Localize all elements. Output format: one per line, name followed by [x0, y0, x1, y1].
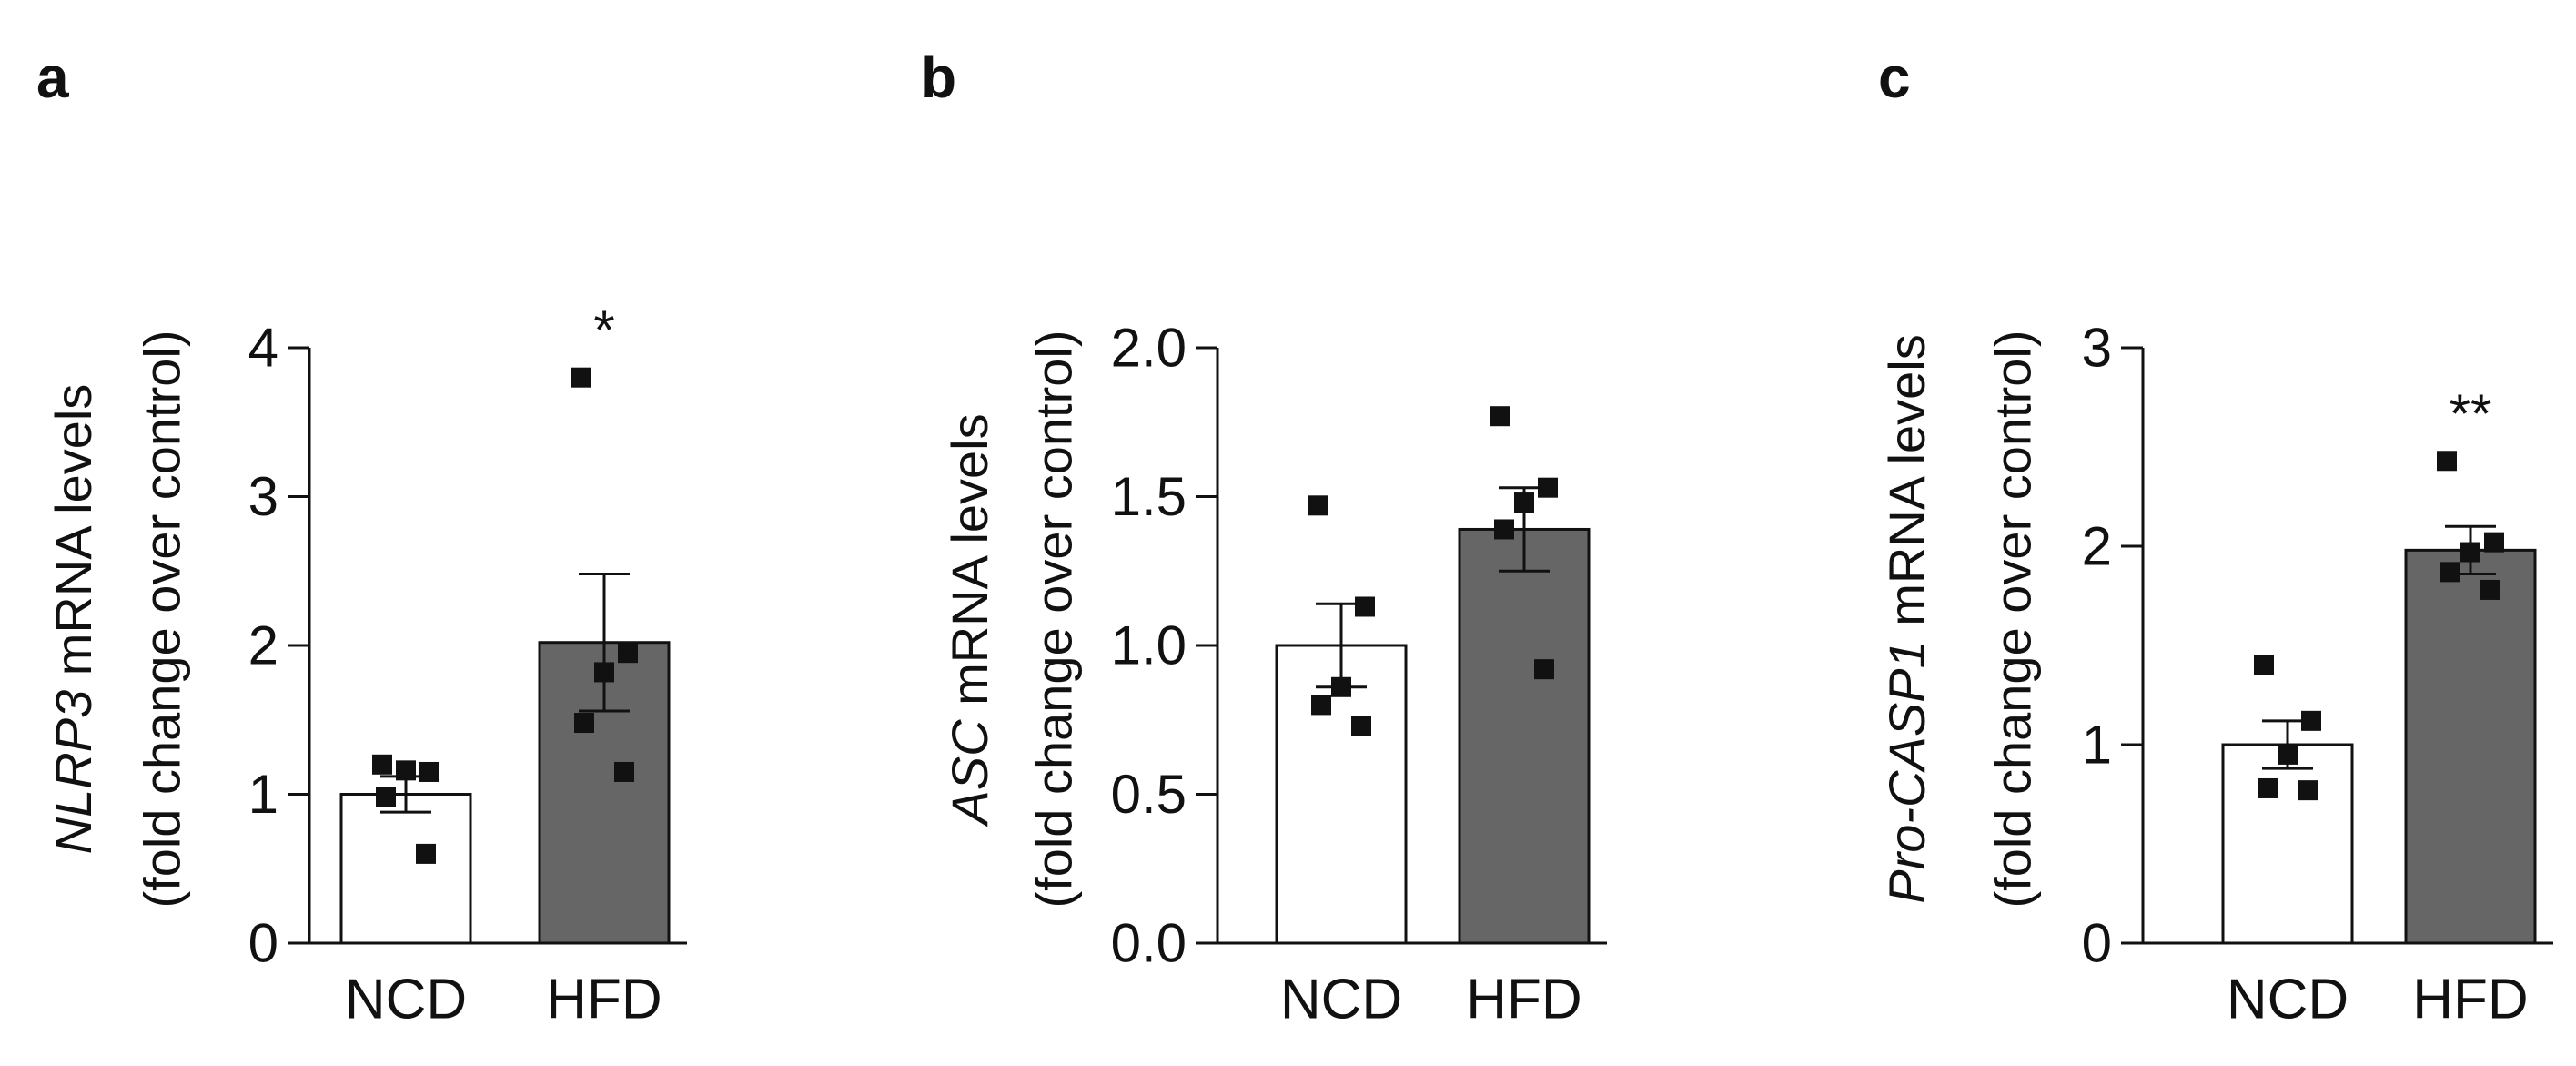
- y-tick-label: 4: [248, 318, 278, 379]
- x-category-label: NCD: [345, 969, 467, 1031]
- data-point: [396, 760, 416, 781]
- data-point: [2298, 780, 2318, 801]
- data-point: [2278, 744, 2298, 765]
- data-point: [416, 843, 436, 864]
- data-point: [1494, 519, 1514, 540]
- data-point: [574, 713, 594, 734]
- data-point: [419, 761, 439, 782]
- data-point: [618, 643, 638, 664]
- data-point: [1331, 676, 1351, 697]
- panel-b: b 0.0 0.5 1.0 1.5 2.0 ASC mRNA levels (fold cha…: [921, 45, 1607, 1031]
- y-tick-label: 1: [2082, 715, 2112, 776]
- y-axis-title-rest: mRNA levels: [1878, 334, 1935, 640]
- data-point: [614, 761, 634, 782]
- y-axis-title-rest: mRNA levels: [941, 413, 998, 719]
- data-point: [1490, 406, 1510, 427]
- y-axis-title-line1: NLRP3 mRNA levels: [45, 384, 102, 855]
- x-category-label: NCD: [1280, 969, 1402, 1031]
- y-tick-label: 3: [248, 466, 278, 527]
- y-axis-title-line2: (fold change over control): [134, 330, 191, 908]
- y-axis-title-line2: (fold change over control): [1025, 330, 1083, 908]
- data-point: [1311, 695, 1331, 716]
- data-point: [1355, 596, 1375, 617]
- y-axis-title-rest: mRNA levels: [45, 384, 102, 690]
- y-axis-title-line2: (fold change over control): [1985, 330, 2042, 908]
- data-point: [2480, 579, 2500, 600]
- y-tick-label: 0: [248, 913, 278, 974]
- bar-ncd: [2221, 743, 2354, 945]
- significance-marker: **: [2450, 383, 2492, 444]
- panel-c: c 0 1 2 3 Pro-CASP1 mRNA levels (fold change o…: [1878, 45, 2553, 1031]
- bar-ncd: [339, 793, 472, 945]
- x-category-label: NCD: [2227, 969, 2349, 1031]
- data-point: [376, 787, 396, 807]
- bar-hfd: [2404, 548, 2537, 945]
- bar-hfd: [1458, 527, 1591, 945]
- panel-letter: c: [1878, 45, 1911, 110]
- y-tick-label: 1: [248, 764, 278, 825]
- panel-a: a 0 1 2 3 4 NLRP3 mRNA levels (fold change over…: [36, 45, 687, 1031]
- significance-marker: *: [593, 299, 614, 360]
- data-point: [594, 662, 614, 683]
- data-point: [571, 367, 591, 388]
- panel-letter: b: [921, 45, 956, 110]
- y-axis-gene-name: ASC: [941, 719, 998, 827]
- data-point: [2460, 542, 2480, 563]
- y-tick-label: 0.5: [1111, 764, 1187, 825]
- y-tick-label: 0: [2082, 913, 2112, 974]
- panel-letter: a: [36, 45, 69, 110]
- x-category-label: HFD: [2412, 969, 2528, 1031]
- data-point: [2440, 562, 2460, 583]
- data-point: [1351, 716, 1371, 736]
- y-tick-label: 0.0: [1111, 913, 1187, 974]
- data-point: [1538, 477, 1558, 498]
- data-point: [2258, 777, 2278, 798]
- data-point: [2301, 710, 2321, 731]
- x-category-label: HFD: [1466, 969, 1581, 1031]
- y-tick-label: 3: [2082, 318, 2112, 379]
- y-tick-label: 2: [2082, 516, 2112, 577]
- y-tick-label: 1.5: [1111, 466, 1187, 527]
- y-axis-gene-name: NLRP3: [45, 690, 102, 855]
- data-point: [2437, 451, 2457, 472]
- y-axis-gene-name: Pro-CASP1: [1878, 640, 1935, 903]
- data-point: [1534, 659, 1554, 680]
- data-point: [2484, 532, 2504, 553]
- y-tick-label: 1.0: [1111, 615, 1187, 676]
- y-axis-title-line1: ASC mRNA levels: [941, 413, 998, 827]
- data-point: [2254, 655, 2274, 675]
- data-point: [1308, 495, 1328, 516]
- y-tick-label: 2.0: [1111, 318, 1187, 379]
- data-point: [1514, 492, 1534, 513]
- data-point: [372, 754, 392, 775]
- y-axis-title-line1: Pro-CASP1 mRNA levels: [1878, 334, 1935, 904]
- y-tick-label: 2: [248, 615, 278, 676]
- x-category-label: HFD: [546, 969, 662, 1031]
